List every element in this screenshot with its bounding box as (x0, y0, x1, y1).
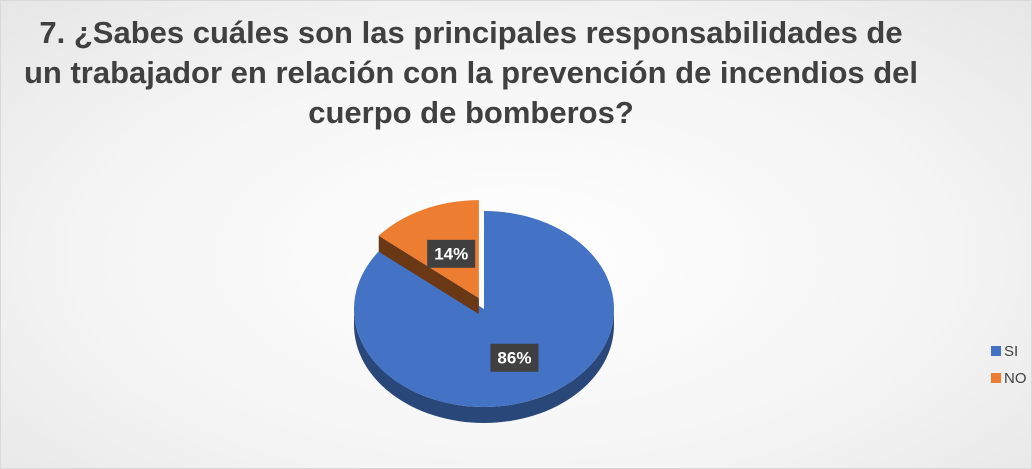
legend-label: SI (1004, 343, 1018, 360)
pie-slice-cut (378, 235, 479, 315)
legend-label: NO (1004, 370, 1027, 387)
legend-swatch (991, 373, 1001, 383)
pie-slice (354, 211, 615, 407)
pie-slice-side (354, 309, 614, 423)
data-label: 14% (434, 244, 468, 263)
data-label-box (490, 343, 539, 372)
chart-title: 7. ¿Sabes cuáles son las principales res… (23, 15, 919, 130)
legend-swatch (991, 346, 1001, 356)
data-label-box (427, 239, 476, 268)
data-label: 86% (497, 348, 531, 367)
